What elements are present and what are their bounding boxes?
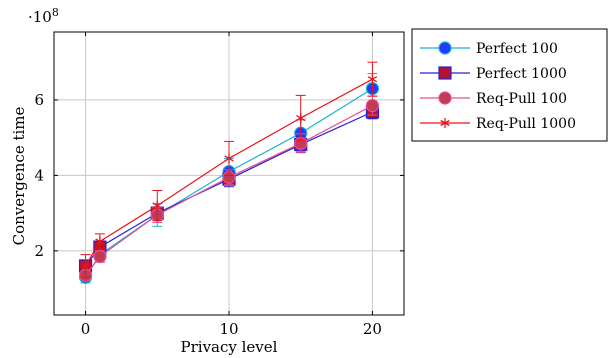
series-group [78,61,380,284]
data-point [365,98,380,113]
y-scale-factor: ·108 [28,6,59,26]
y-tick-label: 2 [34,242,44,260]
legend-marker [438,41,452,55]
legend: Perfect 100 Perfect 1000 Req-Pull 100 Req-P… [411,28,608,142]
axis-ticks: 0 10 20 2 4 6 [34,32,404,338]
data-point [93,249,107,264]
legend-item: Req-Pull 100 [420,91,567,107]
legend-label: Perfect 1000 [476,66,567,82]
series-req-pull-1000 [80,61,378,278]
y-tick-label: 4 [34,166,44,184]
series-line [85,78,373,267]
legend-marker [438,91,452,105]
legend-label: Perfect 100 [476,41,558,57]
data-point [152,200,162,211]
data-point [95,236,105,247]
legend-marker [440,118,450,128]
data-point [224,153,234,164]
data-point [80,260,91,271]
y-axis-title: Convergence time [10,106,28,245]
x-tick-label: 20 [363,320,382,338]
legend-label: Req-Pull 100 [476,91,567,107]
data-point [367,74,378,85]
legend-item: Perfect 1000 [420,66,567,82]
x-axis-title: Privacy level [181,338,278,356]
x-tick-label: 10 [219,320,238,338]
legend-item: Perfect 100 [420,41,558,57]
data-point [296,113,306,124]
x-tick-label: 0 [81,320,91,338]
legend-item: Req-Pull 1000 [420,116,576,132]
legend-marker [438,66,452,80]
y-tick-label: 6 [34,91,44,109]
legend-label: Req-Pull 1000 [476,116,576,132]
